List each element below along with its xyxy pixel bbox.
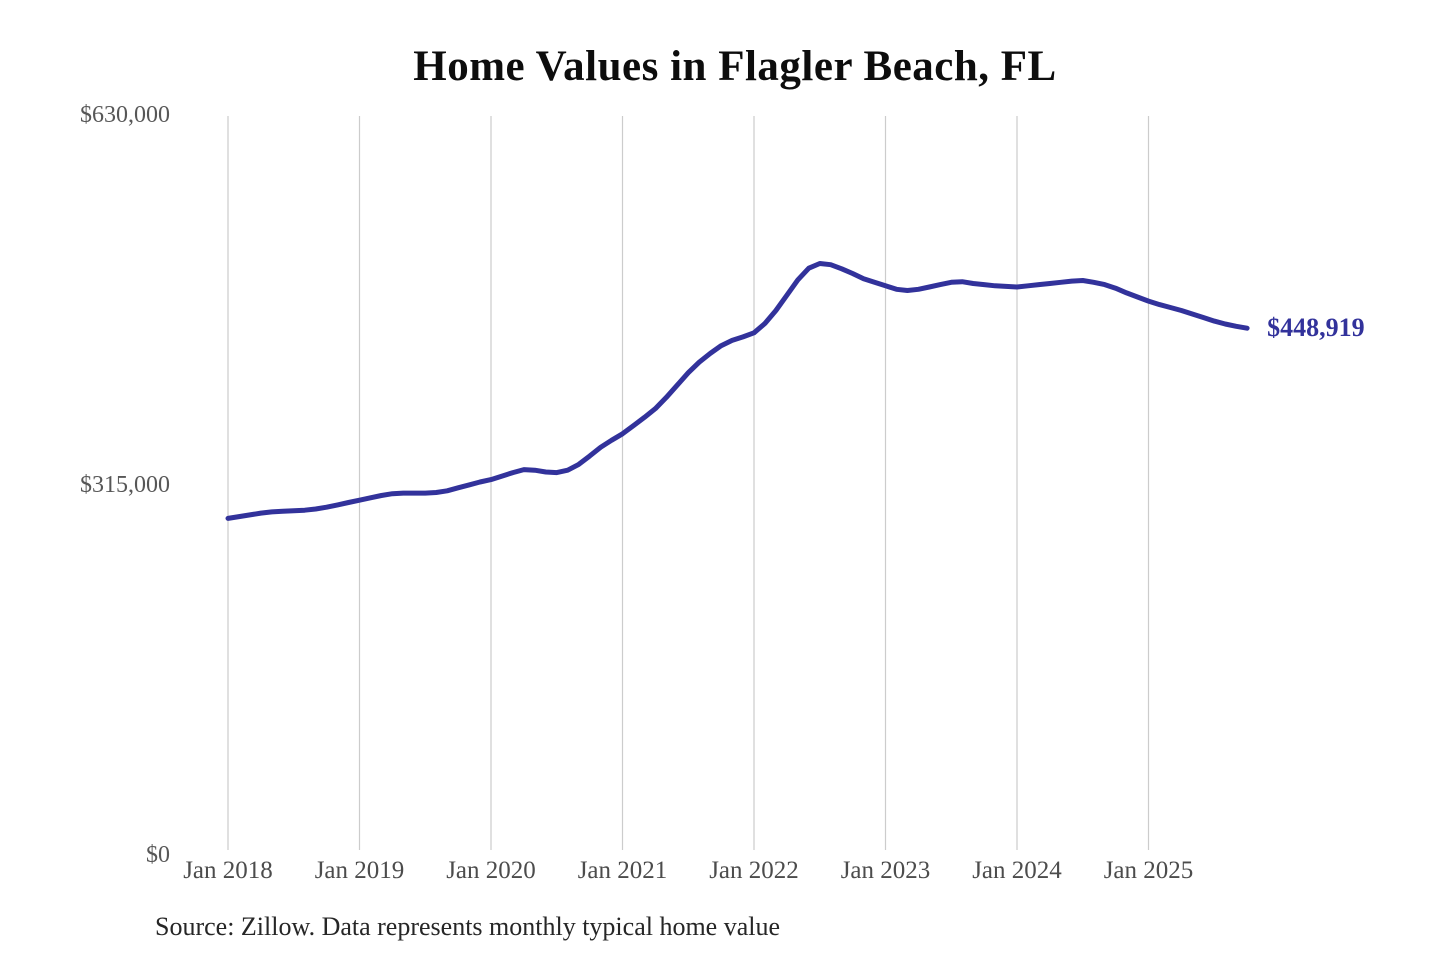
x-axis-label-2021: Jan 2021 — [577, 857, 668, 884]
x-axis-label-2018: Jan 2018 — [183, 857, 273, 884]
x-axis-label-2023: Jan 2023 — [840, 857, 931, 884]
home-value-line — [225, 261, 1250, 521]
x-axis-label-2022: Jan 2022 — [709, 857, 799, 884]
y-axis-label-315k: $315,000 — [80, 472, 170, 498]
x-axis-label-2019: Jan 2019 — [314, 857, 405, 884]
x-axis-label-2024: Jan 2024 — [972, 857, 1062, 884]
source-note: Source: Zillow. Data represents monthly … — [155, 912, 781, 941]
current-value-label: $448,919 — [1267, 313, 1365, 343]
y-axis-label-630k: $630,000 — [80, 102, 170, 128]
y-axis-label-0: $0 — [146, 842, 170, 868]
chart-title: Home Values in Flagler Beach, FL — [413, 43, 1057, 90]
x-axis-label-2020: Jan 2020 — [446, 857, 536, 884]
x-axis-label-2025: Jan 2025 — [1103, 857, 1194, 884]
